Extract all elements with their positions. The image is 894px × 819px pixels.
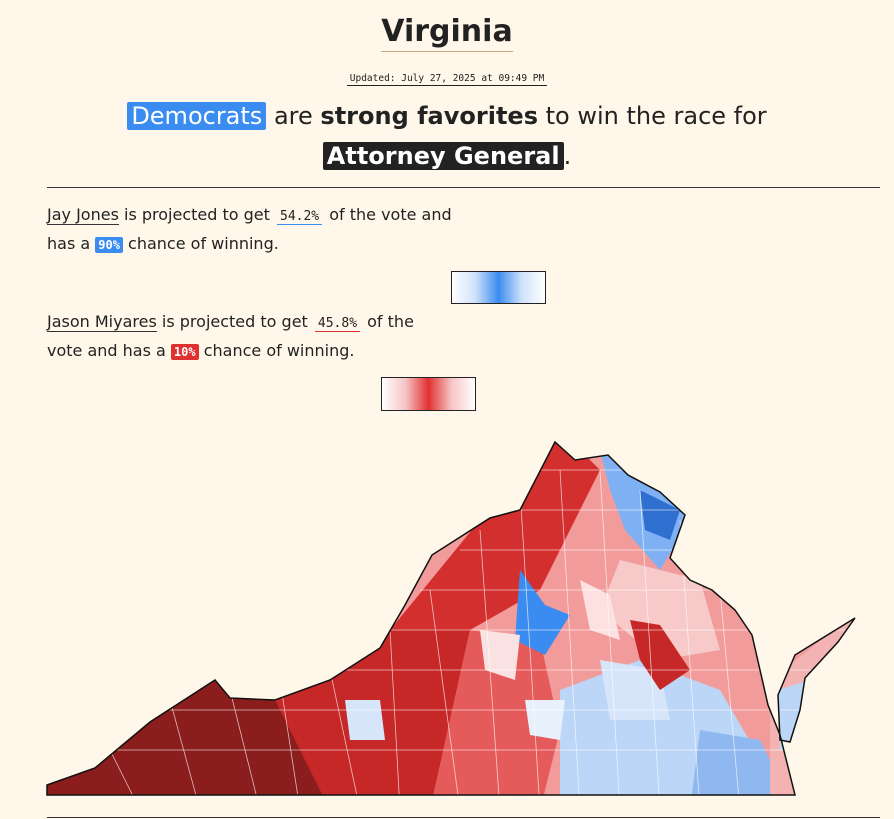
projected-text: is projected to get	[161, 312, 308, 331]
end-text: .	[563, 142, 572, 170]
distribution-bar	[451, 271, 546, 304]
county-borders	[47, 469, 855, 795]
rest-text: of the vote and has a	[47, 312, 414, 360]
party: Democrats	[127, 102, 267, 130]
projected-text: is projected to get	[124, 205, 270, 224]
eastern-shore-outline	[777, 617, 856, 743]
counties	[47, 442, 855, 795]
end-text: chance of winning.	[203, 341, 355, 360]
win-chance: 10%	[170, 344, 199, 360]
candidate-text: Jason Miyares is projected to get 45.8% …	[47, 308, 447, 366]
distribution-bar	[381, 377, 476, 411]
page-title: Virginia	[381, 14, 513, 52]
title-wrap: Virginia	[0, 14, 894, 52]
candidate-name: Jason Miyares	[47, 312, 157, 332]
county-map	[46, 440, 856, 796]
vote-share: 54.2%	[277, 209, 323, 225]
verb: are	[273, 102, 313, 130]
win-chance: 90%	[95, 237, 123, 253]
divider	[47, 187, 880, 188]
updated-time: Updated: July 27, 2025 at 09:49 PM	[346, 73, 548, 86]
strength: strong favorites	[320, 102, 538, 130]
divider	[47, 817, 880, 818]
candidate-name: Jay Jones	[47, 205, 119, 225]
vote-share: 45.8%	[314, 316, 361, 332]
state-outline	[46, 440, 796, 796]
rest-text: of the vote and has a	[47, 205, 452, 253]
middle-text: to win the race for	[545, 102, 767, 130]
end-text: chance of winning.	[128, 234, 279, 253]
headline: Democrats are strong favorites to win th…	[0, 96, 894, 176]
race: Attorney General	[322, 142, 564, 170]
updated-wrap: Updated: July 27, 2025 at 09:49 PM	[0, 66, 894, 86]
candidate-text: Jay Jones is projected to get 54.2% of t…	[47, 201, 467, 259]
